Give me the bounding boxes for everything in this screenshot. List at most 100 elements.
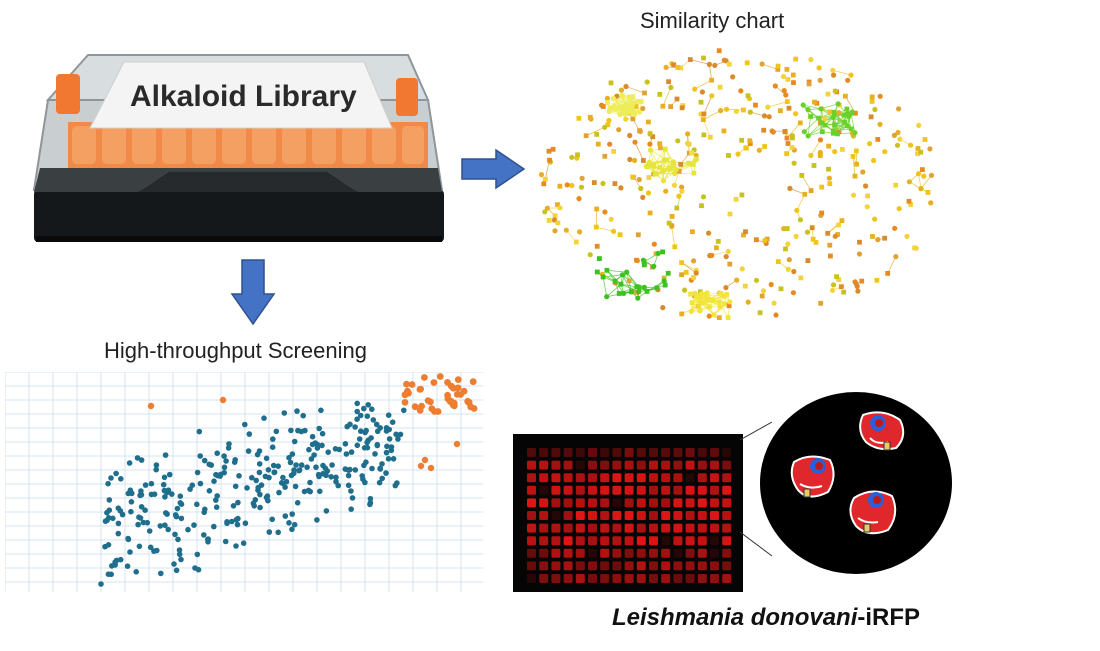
scatter-point <box>363 427 370 434</box>
scatter-point <box>265 467 272 473</box>
scatter-point <box>244 485 250 491</box>
plate-well <box>527 536 536 546</box>
scatter-point <box>344 423 351 430</box>
network-node <box>827 242 833 248</box>
hts-title: High-throughput Screening <box>104 338 367 363</box>
plate-well <box>685 523 695 533</box>
network-node <box>723 254 729 260</box>
network-node <box>622 111 628 117</box>
network-node <box>544 205 550 211</box>
plate-well <box>539 460 549 470</box>
scatter-point-hit <box>450 402 458 410</box>
network-node <box>636 109 642 115</box>
network-node <box>647 141 653 147</box>
scatter-point <box>106 497 113 503</box>
network-node <box>709 252 715 258</box>
plate-well <box>697 485 707 495</box>
plate-well <box>600 511 610 520</box>
scatter-point <box>325 449 332 455</box>
scatter-point <box>197 480 204 487</box>
scatter-point-hit <box>469 378 477 386</box>
scatter-point <box>354 408 361 415</box>
plate-well <box>697 561 707 571</box>
network-node <box>620 93 625 98</box>
network-node <box>826 143 832 149</box>
network-node <box>706 230 712 236</box>
plate-well <box>588 536 597 546</box>
network-node <box>673 166 679 172</box>
network-node <box>871 157 877 164</box>
scatter-point <box>153 462 160 468</box>
network-node <box>692 290 698 296</box>
scatter-point <box>136 514 142 520</box>
scatter-point <box>104 517 110 524</box>
scatter-point <box>319 442 325 449</box>
scatter-point <box>158 570 164 577</box>
network-node <box>569 182 575 189</box>
network-node <box>762 144 767 149</box>
scatter-point <box>329 462 335 468</box>
network-node <box>663 188 669 194</box>
scatter-point-hit <box>408 381 416 388</box>
scatter-point <box>345 467 352 473</box>
network-node <box>721 128 727 134</box>
network-nodes <box>538 48 935 320</box>
scatter-point <box>224 519 230 525</box>
plate-well <box>661 511 671 520</box>
plate-well <box>612 548 622 558</box>
scatter-point <box>242 520 249 526</box>
network-node <box>602 124 608 130</box>
network-node <box>602 209 608 215</box>
scatter-point <box>369 465 375 472</box>
network-node <box>706 61 712 67</box>
network-node <box>745 93 751 99</box>
network-node <box>612 181 618 186</box>
network-node <box>756 147 762 153</box>
scatter-point <box>206 488 213 494</box>
plate-well <box>539 574 549 583</box>
network-node <box>875 137 881 142</box>
scatter-point <box>127 549 133 555</box>
plate-well <box>636 511 646 520</box>
network-node <box>825 230 831 236</box>
network-node <box>612 104 617 109</box>
network-node <box>785 77 791 82</box>
plate-well <box>685 460 695 470</box>
network-node <box>822 122 828 128</box>
plate-well <box>575 548 585 558</box>
plate-well <box>649 536 658 546</box>
scatter-point-hit <box>147 402 155 410</box>
network-node <box>726 153 731 158</box>
plate-well <box>636 473 646 483</box>
species-name: Leishmania donovani <box>612 604 858 631</box>
scatter-point-hit <box>405 389 412 397</box>
scatter-point <box>242 421 248 428</box>
scatter-point <box>124 563 131 569</box>
network-node <box>730 74 736 80</box>
network-node <box>869 99 875 104</box>
network-node <box>660 305 666 311</box>
plate-well <box>636 523 646 533</box>
plate-well <box>697 511 707 520</box>
scatter-point <box>105 542 112 548</box>
scatter-point <box>333 474 339 481</box>
network-node <box>670 159 677 165</box>
plate-well <box>612 460 622 470</box>
scatter-point <box>232 483 239 490</box>
orange-tubes <box>68 122 428 168</box>
plate-well <box>551 536 561 546</box>
network-node <box>629 289 634 295</box>
network-node <box>654 285 660 291</box>
network-node <box>784 67 790 72</box>
network-node <box>848 126 854 132</box>
scatter-point <box>312 440 319 446</box>
network-node <box>882 235 888 241</box>
network-node <box>864 204 870 210</box>
plate-well <box>697 498 707 508</box>
network-node <box>819 210 825 216</box>
network-node <box>825 91 831 97</box>
scatter-point <box>361 405 367 412</box>
network-node <box>762 237 768 243</box>
scatter-point <box>342 441 349 447</box>
network-node <box>624 269 630 275</box>
